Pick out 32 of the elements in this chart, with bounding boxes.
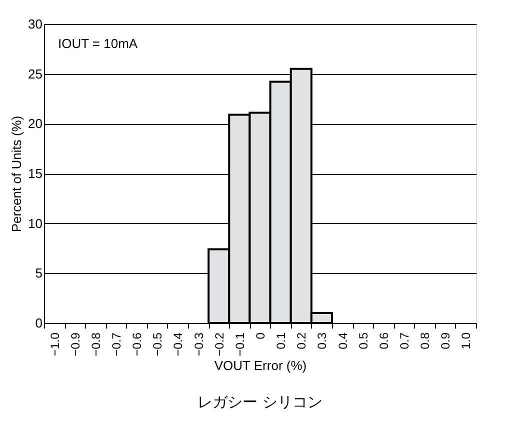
y-tick-label: 30 [28, 16, 42, 32]
y-tick-label: 15 [28, 166, 42, 181]
x-tick-label: 0 [254, 332, 268, 340]
x-tick-label: 1.0 [459, 332, 474, 350]
x-tick-label: −0.7 [110, 332, 124, 356]
x-tick-label: 0.7 [398, 332, 412, 350]
y-tick-label: 5 [35, 266, 42, 281]
x-tick-label: −0.3 [192, 332, 206, 356]
y-tick-label: 0 [35, 316, 42, 330]
x-tick-label: 0.5 [356, 332, 370, 350]
x-tick-label: 0.2 [294, 332, 309, 350]
y-tick-label: 10 [28, 216, 42, 231]
x-tick-label: −0.5 [150, 332, 165, 356]
x-axis-title: VOUT Error (%) [214, 358, 307, 374]
x-tick-label: 0.3 [315, 332, 330, 350]
x-tick-label: −1.0 [48, 332, 62, 356]
x-tick-label: 0.6 [376, 332, 391, 350]
x-tick-label: −0.4 [171, 332, 186, 356]
text: レガシー シリコン [198, 393, 322, 411]
x-tick-label: 0.9 [438, 332, 453, 350]
x-tick-label: 0.1 [274, 332, 288, 350]
y-tick-label: 25 [28, 66, 42, 82]
x-tick-label: −0.6 [130, 332, 144, 356]
x-tick-label: −0.1 [232, 332, 247, 356]
x-tick-label: 0.8 [418, 332, 432, 350]
x-tick-label: −0.8 [88, 332, 103, 356]
y-axis-title: Percent of Units (%) [9, 116, 24, 232]
x-tick-label: −0.9 [68, 332, 82, 356]
x-tick-label: 0.4 [336, 332, 350, 350]
annotation: IOUT = 10mA [58, 36, 138, 51]
y-tick-label: 20 [28, 116, 42, 132]
x-tick-label: −0.2 [212, 332, 226, 356]
